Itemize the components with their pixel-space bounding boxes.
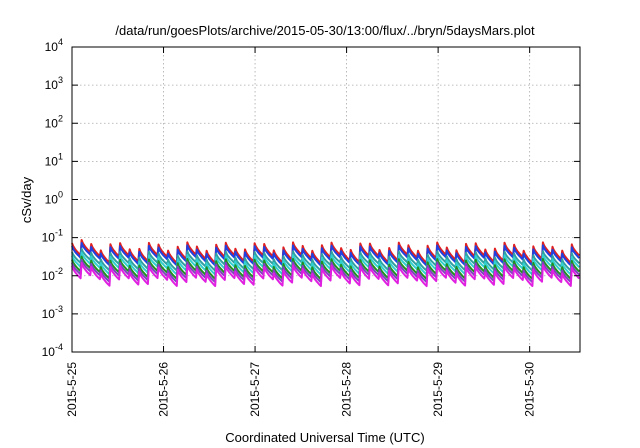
y-tick-label: 104 bbox=[45, 37, 63, 54]
series-line bbox=[71, 261, 581, 288]
x-axis: 2015-5-25 2015-5-26 2015-5-27 2015-5-28 2015… bbox=[65, 47, 537, 417]
series-line bbox=[71, 247, 580, 272]
x-tick-label: 2015-5-28 bbox=[340, 362, 354, 417]
y-axis: 10-4 10-3 10-2 10-1 100 101 102 103 104 bbox=[42, 37, 580, 359]
y-tick-label: 10-2 bbox=[42, 266, 63, 283]
y-axis-label: cSv/day bbox=[19, 176, 34, 223]
x-axis-label: Coordinated Universal Time (UTC) bbox=[225, 430, 424, 445]
series-line bbox=[71, 255, 581, 280]
y-tick-label: 101 bbox=[45, 151, 63, 168]
y-tick-label: 10-1 bbox=[42, 228, 63, 245]
x-tick-label: 2015-5-25 bbox=[65, 362, 79, 417]
grid-lines bbox=[72, 47, 580, 352]
series-lines bbox=[71, 239, 581, 288]
y-tick-label: 10-3 bbox=[42, 304, 63, 321]
x-tick-label: 2015-5-30 bbox=[523, 362, 537, 417]
y-tick-label: 103 bbox=[45, 75, 63, 92]
y-tick-label: 102 bbox=[45, 113, 63, 130]
y-tick-label: 10-4 bbox=[42, 342, 63, 359]
chart-title: /data/run/goesPlots/archive/2015-05-30/1… bbox=[115, 23, 535, 38]
x-tick-label: 2015-5-26 bbox=[157, 362, 171, 417]
series-line bbox=[71, 251, 580, 276]
x-tick-label: 2015-5-27 bbox=[248, 362, 262, 417]
x-tick-label: 2015-5-29 bbox=[431, 362, 445, 417]
y-tick-label: 100 bbox=[45, 190, 63, 207]
series-line bbox=[71, 242, 581, 267]
